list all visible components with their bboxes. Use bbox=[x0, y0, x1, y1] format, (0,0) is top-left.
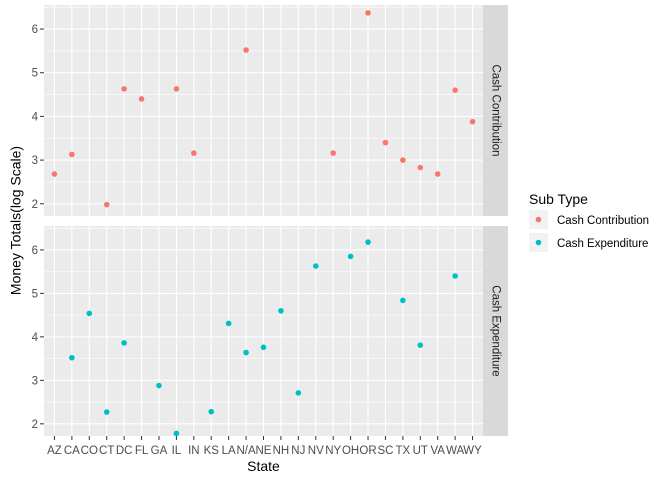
y-tick-label: 2 bbox=[32, 199, 38, 211]
data-point bbox=[278, 307, 284, 314]
data-point bbox=[103, 409, 110, 415]
data-point bbox=[452, 273, 458, 279]
data-point bbox=[191, 150, 197, 156]
facet-strip-label: Cash Expenditure bbox=[489, 285, 501, 376]
x-tick-label: CA bbox=[64, 445, 80, 457]
x-tick-label: NV bbox=[308, 445, 324, 457]
y-tick-label: 6 bbox=[32, 245, 38, 257]
y-tick-label: 2 bbox=[32, 419, 38, 431]
x-tick-label: NH bbox=[273, 445, 290, 457]
x-tick-label: LA bbox=[222, 445, 236, 457]
facet-panel: 2 3 4 5 6 Cash Expenditure bbox=[32, 226, 508, 437]
facet-strip bbox=[483, 226, 508, 436]
data-point bbox=[138, 96, 145, 102]
data-point bbox=[347, 253, 354, 260]
x-tick-label: GA bbox=[151, 445, 168, 457]
data-point bbox=[417, 342, 424, 348]
data-point bbox=[400, 297, 406, 304]
x-tick-label: IL bbox=[172, 445, 182, 457]
legend-swatch bbox=[535, 216, 542, 223]
data-point bbox=[330, 150, 336, 156]
x-tick-label: OR bbox=[359, 445, 376, 457]
data-point bbox=[208, 408, 215, 415]
data-point bbox=[156, 382, 162, 389]
data-point bbox=[121, 86, 127, 92]
data-point bbox=[260, 344, 267, 351]
x-tick-label: AZ bbox=[47, 445, 62, 457]
y-tick-label: 6 bbox=[32, 24, 38, 36]
legend: Sub Type Cash Contribution Cash Expenditu… bbox=[529, 191, 649, 252]
data-point bbox=[312, 263, 319, 269]
y-axis-title: Money Totals(log Scale) bbox=[8, 146, 24, 295]
legend-swatch bbox=[535, 239, 542, 246]
y-tick-label: 4 bbox=[32, 332, 39, 344]
data-point bbox=[243, 349, 249, 356]
x-tick-label: CT bbox=[99, 445, 114, 457]
x-tick-label: KS bbox=[204, 445, 220, 457]
data-point bbox=[69, 151, 75, 158]
data-point bbox=[400, 157, 406, 163]
data-point bbox=[365, 239, 371, 245]
x-tick-label: DC bbox=[116, 445, 133, 457]
facet-panel: 2 3 4 5 6 Cash Contribution bbox=[32, 5, 508, 216]
x-tick-label: OH bbox=[342, 445, 359, 457]
data-point bbox=[173, 430, 180, 437]
x-tick-label: WY bbox=[463, 445, 482, 457]
x-tick-label: FL bbox=[135, 445, 149, 457]
data-point bbox=[434, 171, 441, 177]
x-tick-label: CO bbox=[81, 445, 98, 457]
y-tick-label: 5 bbox=[32, 288, 38, 300]
x-tick-label: IN bbox=[188, 445, 200, 457]
data-point bbox=[69, 354, 75, 361]
x-axis: AZ CA CO CT DC FL GA IL IN KS LA N/A NE NH NJ NV NY OH OR S… bbox=[47, 436, 482, 457]
y-tick-label: 4 bbox=[32, 111, 39, 123]
y-tick-label: 3 bbox=[32, 155, 38, 167]
y-tick-label: 5 bbox=[32, 68, 38, 80]
x-tick-label: NE bbox=[256, 445, 272, 457]
x-tick-label: UT bbox=[413, 445, 428, 457]
data-point bbox=[103, 201, 110, 208]
data-point bbox=[121, 340, 127, 346]
facet-strip-label: Cash Contribution bbox=[489, 64, 501, 156]
data-point bbox=[51, 171, 58, 177]
legend-label: Cash Expenditure bbox=[557, 238, 648, 250]
x-axis-title: State bbox=[247, 458, 280, 474]
data-point bbox=[225, 320, 232, 327]
data-point bbox=[469, 118, 476, 125]
data-point bbox=[243, 47, 249, 53]
chart-panels: 2 3 4 5 6 Cash Contribution 2 3 4 5 6 Cash Expendit… bbox=[32, 5, 508, 437]
data-point bbox=[452, 87, 458, 93]
data-point bbox=[86, 310, 93, 317]
x-tick-label: WA bbox=[446, 445, 464, 457]
legend-title: Sub Type bbox=[529, 191, 588, 207]
legend-label: Cash Contribution bbox=[557, 215, 649, 227]
x-tick-label: NY bbox=[325, 445, 341, 457]
x-tick-label: VA bbox=[430, 445, 445, 457]
x-tick-label: TX bbox=[396, 445, 411, 457]
x-tick-label: N/A bbox=[236, 445, 256, 457]
x-tick-label: SC bbox=[377, 445, 393, 457]
data-point bbox=[382, 139, 389, 146]
x-tick-label: NJ bbox=[291, 445, 305, 457]
facet-strip bbox=[483, 5, 508, 216]
data-point bbox=[417, 164, 424, 171]
y-tick-label: 3 bbox=[32, 375, 38, 387]
data-point bbox=[173, 86, 180, 92]
data-point bbox=[365, 10, 371, 16]
data-point bbox=[295, 390, 302, 396]
